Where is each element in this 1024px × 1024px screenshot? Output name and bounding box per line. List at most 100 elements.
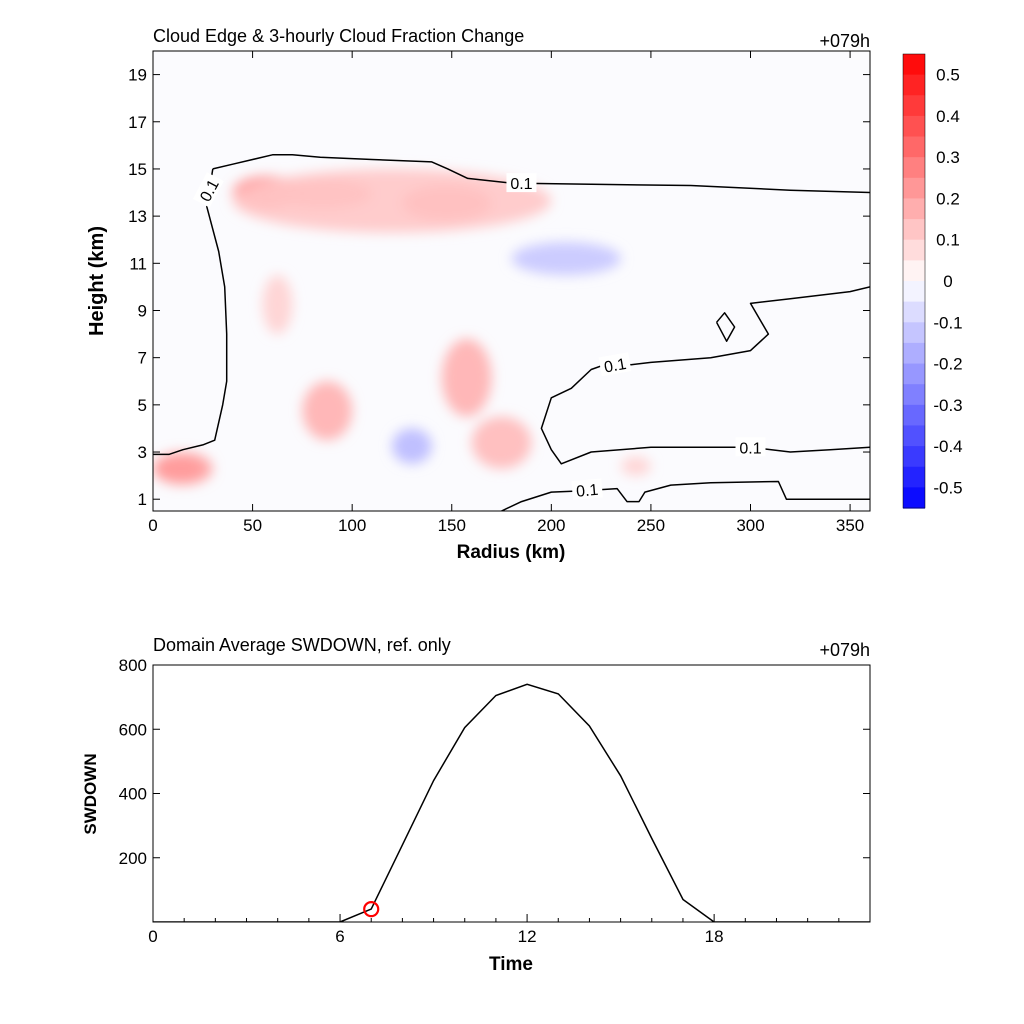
y-tick-label: 5: [138, 396, 147, 415]
top-x-axis: 0 50 100 150 200 250 300 350: [148, 51, 864, 535]
y-tick-label: 13: [128, 207, 147, 226]
contour-line: [715, 312, 736, 342]
swdown-series-layer: [153, 683, 870, 922]
colorbar-segment: [903, 177, 925, 200]
x-tick-label: 0: [148, 927, 157, 946]
colorbar-segment: [903, 425, 925, 447]
shaded-region: [511, 242, 622, 276]
top-x-axis-label: Radius (km): [457, 542, 566, 563]
colorbar-segment: [903, 95, 925, 117]
y-tick-label: 19: [128, 66, 147, 85]
colorbar-segment: [903, 54, 925, 76]
y-tick-label: 3: [138, 443, 147, 462]
colorbar-tick-label: -0.4: [933, 437, 962, 456]
colorbar-segment: [903, 404, 925, 427]
x-tick-label: 50: [243, 516, 262, 535]
colorbar-tick-label: 0.4: [936, 107, 960, 126]
contour-line: [153, 168, 228, 456]
colorbar-segment: [903, 301, 925, 323]
top-chart-title: Cloud Edge & 3-hourly Cloud Fraction Cha…: [153, 26, 524, 46]
contour-label: 0.1: [739, 440, 761, 457]
contour-line: [212, 154, 870, 194]
shaded-region: [441, 338, 492, 417]
x-tick-label: 250: [637, 516, 665, 535]
x-tick-label: 12: [518, 927, 537, 946]
shaded-region: [471, 416, 532, 469]
colorbar-segment: [903, 219, 925, 241]
x-tick-label: 350: [836, 516, 864, 535]
contour-line: [501, 480, 870, 511]
colorbar-tick-label: -0.5: [933, 478, 962, 497]
contour-label-group: 0.1: [571, 478, 603, 501]
x-tick-label: 300: [736, 516, 764, 535]
colorbar-frame: [902, 53, 926, 509]
colorbar-tick-label: 0.2: [936, 189, 960, 208]
y-tick-label: 400: [119, 785, 147, 804]
colorbar-segment: [903, 466, 925, 488]
colorbar-segment: [903, 384, 925, 406]
colorbar-segment: [903, 363, 925, 385]
cloud-fraction-panel: Cloud Edge & 3-hourly Cloud Fraction Cha…: [86, 26, 963, 563]
shaded-region-layer: [153, 168, 651, 486]
y-tick-label: 11: [129, 254, 147, 273]
colorbar-segment: [903, 342, 925, 365]
colorbar-segment: [903, 157, 925, 179]
contour-label-background: [192, 172, 224, 208]
current-time-marker: [363, 901, 380, 918]
y-tick-label: 1: [138, 490, 147, 509]
colorbar-tick-label: -0.2: [933, 355, 962, 374]
shaded-region: [232, 168, 552, 233]
shaded-region: [262, 275, 293, 335]
bottom-x-axis: 0 6 12 18: [148, 914, 840, 946]
colorbar-segment: [903, 239, 925, 261]
colorbar-tick-label: -0.1: [933, 313, 962, 332]
x-tick-label: 150: [438, 516, 466, 535]
colorbar-segment: [903, 281, 925, 303]
top-y-axis-label: Height (km): [86, 226, 108, 336]
y-tick-label: 7: [138, 349, 147, 368]
bottom-y-axis: 200 400 600 800: [119, 656, 870, 868]
colorbar-segment: [903, 198, 925, 220]
top-plot-frame: [152, 50, 871, 512]
contour-label-background: [571, 478, 603, 501]
contour-label: 0.1: [510, 176, 532, 193]
colorbar-segment: [903, 74, 925, 96]
colorbar-segment: [903, 136, 925, 158]
swdown-panel: Domain Average SWDOWN, ref. only +079h 0…: [81, 635, 871, 975]
colorbar-tick-label: 0.5: [936, 66, 960, 85]
contour-label-background: [506, 173, 537, 193]
bottom-y-axis-label: SWDOWN: [81, 753, 100, 834]
x-tick-label: 6: [335, 927, 344, 946]
y-tick-label: 15: [128, 160, 147, 179]
y-tick-label: 600: [119, 720, 147, 739]
colorbar: 0.5 0.4 0.3 0.2 0.1 0 -0.1 -0.2 -0.3 -0.4 -0.5: [902, 53, 963, 509]
shaded-region: [153, 452, 213, 486]
x-tick-label: 200: [537, 516, 565, 535]
colorbar-tick-label: -0.3: [933, 396, 962, 415]
colorbar-tick-label: 0.3: [936, 148, 960, 167]
x-tick-label: 0: [148, 516, 157, 535]
contour-label-group: 0.1: [735, 437, 766, 457]
colorbar-segment: [903, 487, 925, 509]
y-tick-label: 200: [119, 849, 147, 868]
contour-layer: [153, 154, 870, 511]
contour-label: 0.1: [575, 482, 599, 501]
colorbar-segment: [903, 115, 925, 138]
contour-label-background: [598, 352, 632, 377]
y-tick-label: 17: [128, 113, 147, 132]
colorbar-tick-label: 0: [943, 272, 952, 291]
swdown-line: [153, 683, 870, 922]
contour-label-group: 0.1: [506, 173, 537, 193]
bottom-chart-title: Domain Average SWDOWN, ref. only: [153, 635, 451, 655]
top-chart-time-label: +079h: [819, 31, 870, 51]
bottom-chart-time-label: +079h: [819, 640, 870, 660]
x-tick-label: 100: [338, 516, 366, 535]
contour-label-group: 0.1: [598, 352, 632, 377]
shaded-region: [392, 428, 432, 464]
contour-line: [540, 286, 870, 465]
contour-label: 0.1: [603, 356, 628, 377]
colorbar-tick-label: 0.1: [936, 231, 960, 250]
colorbar-segment: [903, 322, 925, 344]
